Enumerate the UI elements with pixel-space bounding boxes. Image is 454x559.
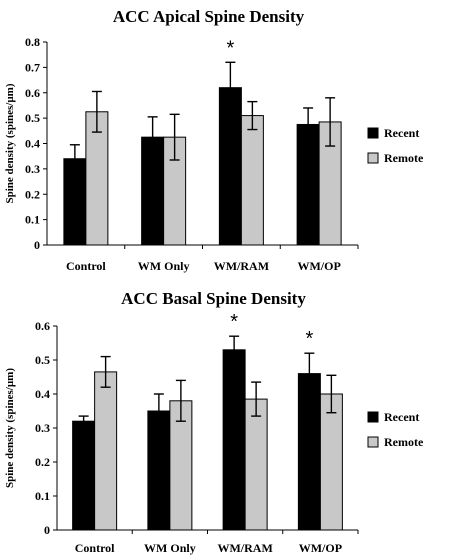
y-tick-label: 0.5 — [25, 111, 40, 125]
bar-recent — [147, 410, 171, 531]
bar-remote — [319, 393, 343, 531]
y-axis-label: Spine density (spines/µm) — [4, 368, 16, 488]
x-category-label: WM/OP — [299, 541, 342, 555]
chart-1: ACC Apical Spine Density Spine density (s… — [4, 7, 424, 273]
chart-title: ACC Basal Spine Density — [121, 289, 306, 308]
significance-marker: * — [226, 37, 234, 59]
legend-swatch-recent — [367, 127, 379, 139]
y-axis-label: Spine density (spines/µm) — [4, 83, 16, 203]
legend-label-recent: Recent — [384, 126, 419, 140]
y-tick-label: 0 — [34, 238, 40, 252]
y-tick-label: 0.1 — [35, 489, 50, 503]
y-tick-label: 0.4 — [35, 387, 50, 401]
legend-label-remote: Remote — [384, 435, 424, 449]
bar-recent — [72, 420, 96, 531]
y-tick-label: 0.2 — [25, 187, 40, 201]
y-tick-label: 0.8 — [25, 35, 40, 49]
y-tick-label: 0 — [44, 523, 50, 537]
x-category-label: WM/RAM — [217, 541, 272, 555]
x-category-label: WM Only — [138, 259, 190, 273]
x-category-label: Control — [66, 259, 106, 273]
y-tick-label: 0.4 — [25, 137, 40, 151]
bar-recent — [296, 123, 320, 246]
bar-recent — [297, 373, 321, 531]
y-tick-label: 0.6 — [35, 319, 50, 333]
legend-label-remote: Remote — [384, 151, 424, 165]
bar-remote — [244, 398, 268, 531]
x-category-label: Control — [75, 541, 115, 555]
y-tick-label: 0.3 — [35, 421, 50, 435]
y-tick-label: 0.2 — [35, 455, 50, 469]
x-category-label: WM/RAM — [214, 259, 269, 273]
x-category-label: WM Only — [144, 541, 196, 555]
chart-title: ACC Apical Spine Density — [113, 7, 305, 26]
legend-swatch-remote — [367, 152, 379, 164]
bar-remote — [240, 115, 264, 246]
legend-label-recent: Recent — [384, 410, 419, 424]
y-tick-label: 0.1 — [25, 213, 40, 227]
y-tick-label: 0.3 — [25, 162, 40, 176]
bar-recent — [222, 349, 246, 531]
y-tick-label: 0.5 — [35, 353, 50, 367]
bar-remote — [94, 371, 118, 531]
y-tick-label: 0.7 — [25, 60, 40, 74]
legend-swatch-recent — [367, 411, 379, 423]
significance-marker: * — [305, 328, 313, 350]
chart-2: ACC Basal Spine Density Spine density (sp… — [4, 289, 424, 555]
legend-swatch-remote — [367, 436, 379, 448]
significance-marker: * — [230, 311, 238, 333]
y-tick-label: 0.6 — [25, 86, 40, 100]
x-category-label: WM/OP — [297, 259, 340, 273]
